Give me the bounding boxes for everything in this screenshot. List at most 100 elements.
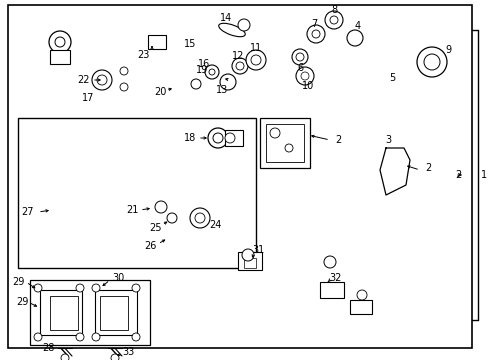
Text: 2: 2 [454, 170, 460, 180]
Text: 2: 2 [334, 135, 341, 145]
Circle shape [236, 62, 244, 70]
Bar [100, 296, 128, 330]
Circle shape [242, 249, 253, 261]
Circle shape [356, 290, 366, 300]
Text: 32: 32 [329, 273, 342, 283]
Circle shape [416, 47, 446, 77]
Bar [18, 118, 256, 268]
Bar [238, 252, 262, 270]
Text: 30: 30 [112, 273, 124, 283]
Circle shape [76, 333, 84, 341]
Text: 4: 4 [354, 21, 360, 31]
Circle shape [231, 58, 247, 74]
Circle shape [208, 69, 215, 75]
Text: 3: 3 [384, 135, 390, 145]
Circle shape [325, 11, 342, 29]
Bar [50, 50, 70, 64]
Bar [349, 300, 371, 314]
Text: 8: 8 [330, 5, 336, 15]
Text: 17: 17 [81, 93, 94, 103]
Circle shape [92, 70, 112, 90]
Circle shape [120, 67, 128, 75]
Text: 29: 29 [12, 277, 24, 287]
Text: 29: 29 [16, 297, 28, 307]
Text: 28: 28 [42, 343, 54, 353]
Circle shape [191, 79, 201, 89]
Circle shape [97, 75, 107, 85]
Bar [244, 258, 256, 268]
Circle shape [76, 284, 84, 292]
Circle shape [195, 213, 204, 223]
Text: 22: 22 [77, 75, 89, 85]
Bar [224, 130, 243, 146]
Text: 33: 33 [122, 347, 134, 357]
Text: 7: 7 [310, 19, 317, 29]
Bar [40, 290, 82, 335]
Circle shape [190, 208, 209, 228]
Text: 6: 6 [296, 63, 303, 73]
Circle shape [250, 55, 261, 65]
Circle shape [155, 201, 167, 213]
Text: 11: 11 [249, 43, 262, 53]
Text: 18: 18 [183, 133, 196, 143]
Circle shape [295, 67, 313, 85]
Circle shape [49, 31, 71, 53]
Bar [319, 282, 343, 298]
Text: 1: 1 [480, 170, 486, 180]
Polygon shape [379, 148, 409, 195]
Bar [148, 35, 165, 49]
Circle shape [346, 30, 362, 46]
Circle shape [34, 333, 42, 341]
Text: 19: 19 [196, 65, 208, 75]
Text: 5: 5 [388, 73, 394, 83]
Text: 31: 31 [251, 245, 264, 255]
Circle shape [324, 256, 335, 268]
Circle shape [132, 284, 140, 292]
Text: 10: 10 [301, 81, 313, 91]
Circle shape [423, 54, 439, 70]
Text: 24: 24 [208, 220, 221, 230]
Text: 25: 25 [148, 223, 161, 233]
Circle shape [120, 83, 128, 91]
Circle shape [291, 49, 307, 65]
Text: 13: 13 [215, 85, 228, 95]
Circle shape [269, 128, 280, 138]
Circle shape [220, 74, 236, 90]
Text: 20: 20 [154, 87, 166, 97]
Text: 21: 21 [125, 205, 138, 215]
Bar [50, 296, 78, 330]
Text: 16: 16 [198, 59, 210, 69]
Text: 9: 9 [444, 45, 450, 55]
Circle shape [301, 72, 308, 80]
Circle shape [329, 16, 337, 24]
Circle shape [61, 354, 69, 360]
Circle shape [55, 37, 65, 47]
Ellipse shape [218, 23, 245, 37]
Circle shape [34, 284, 42, 292]
Bar [260, 118, 309, 168]
Bar [95, 290, 137, 335]
Circle shape [285, 144, 292, 152]
Text: 23: 23 [137, 50, 149, 60]
Text: 14: 14 [220, 13, 232, 23]
Circle shape [311, 30, 319, 38]
Circle shape [207, 128, 227, 148]
Circle shape [306, 25, 325, 43]
Circle shape [295, 53, 304, 61]
Text: 2: 2 [424, 163, 430, 173]
Text: 26: 26 [143, 241, 156, 251]
Circle shape [167, 213, 177, 223]
Circle shape [238, 19, 249, 31]
Bar [265, 124, 304, 162]
Circle shape [213, 133, 223, 143]
Circle shape [204, 65, 219, 79]
Bar [30, 280, 150, 345]
Circle shape [245, 50, 265, 70]
Circle shape [111, 354, 119, 360]
Text: 15: 15 [183, 39, 196, 49]
Circle shape [92, 333, 100, 341]
Circle shape [132, 333, 140, 341]
Text: 12: 12 [231, 51, 244, 61]
Circle shape [92, 284, 100, 292]
Text: 27: 27 [21, 207, 34, 217]
